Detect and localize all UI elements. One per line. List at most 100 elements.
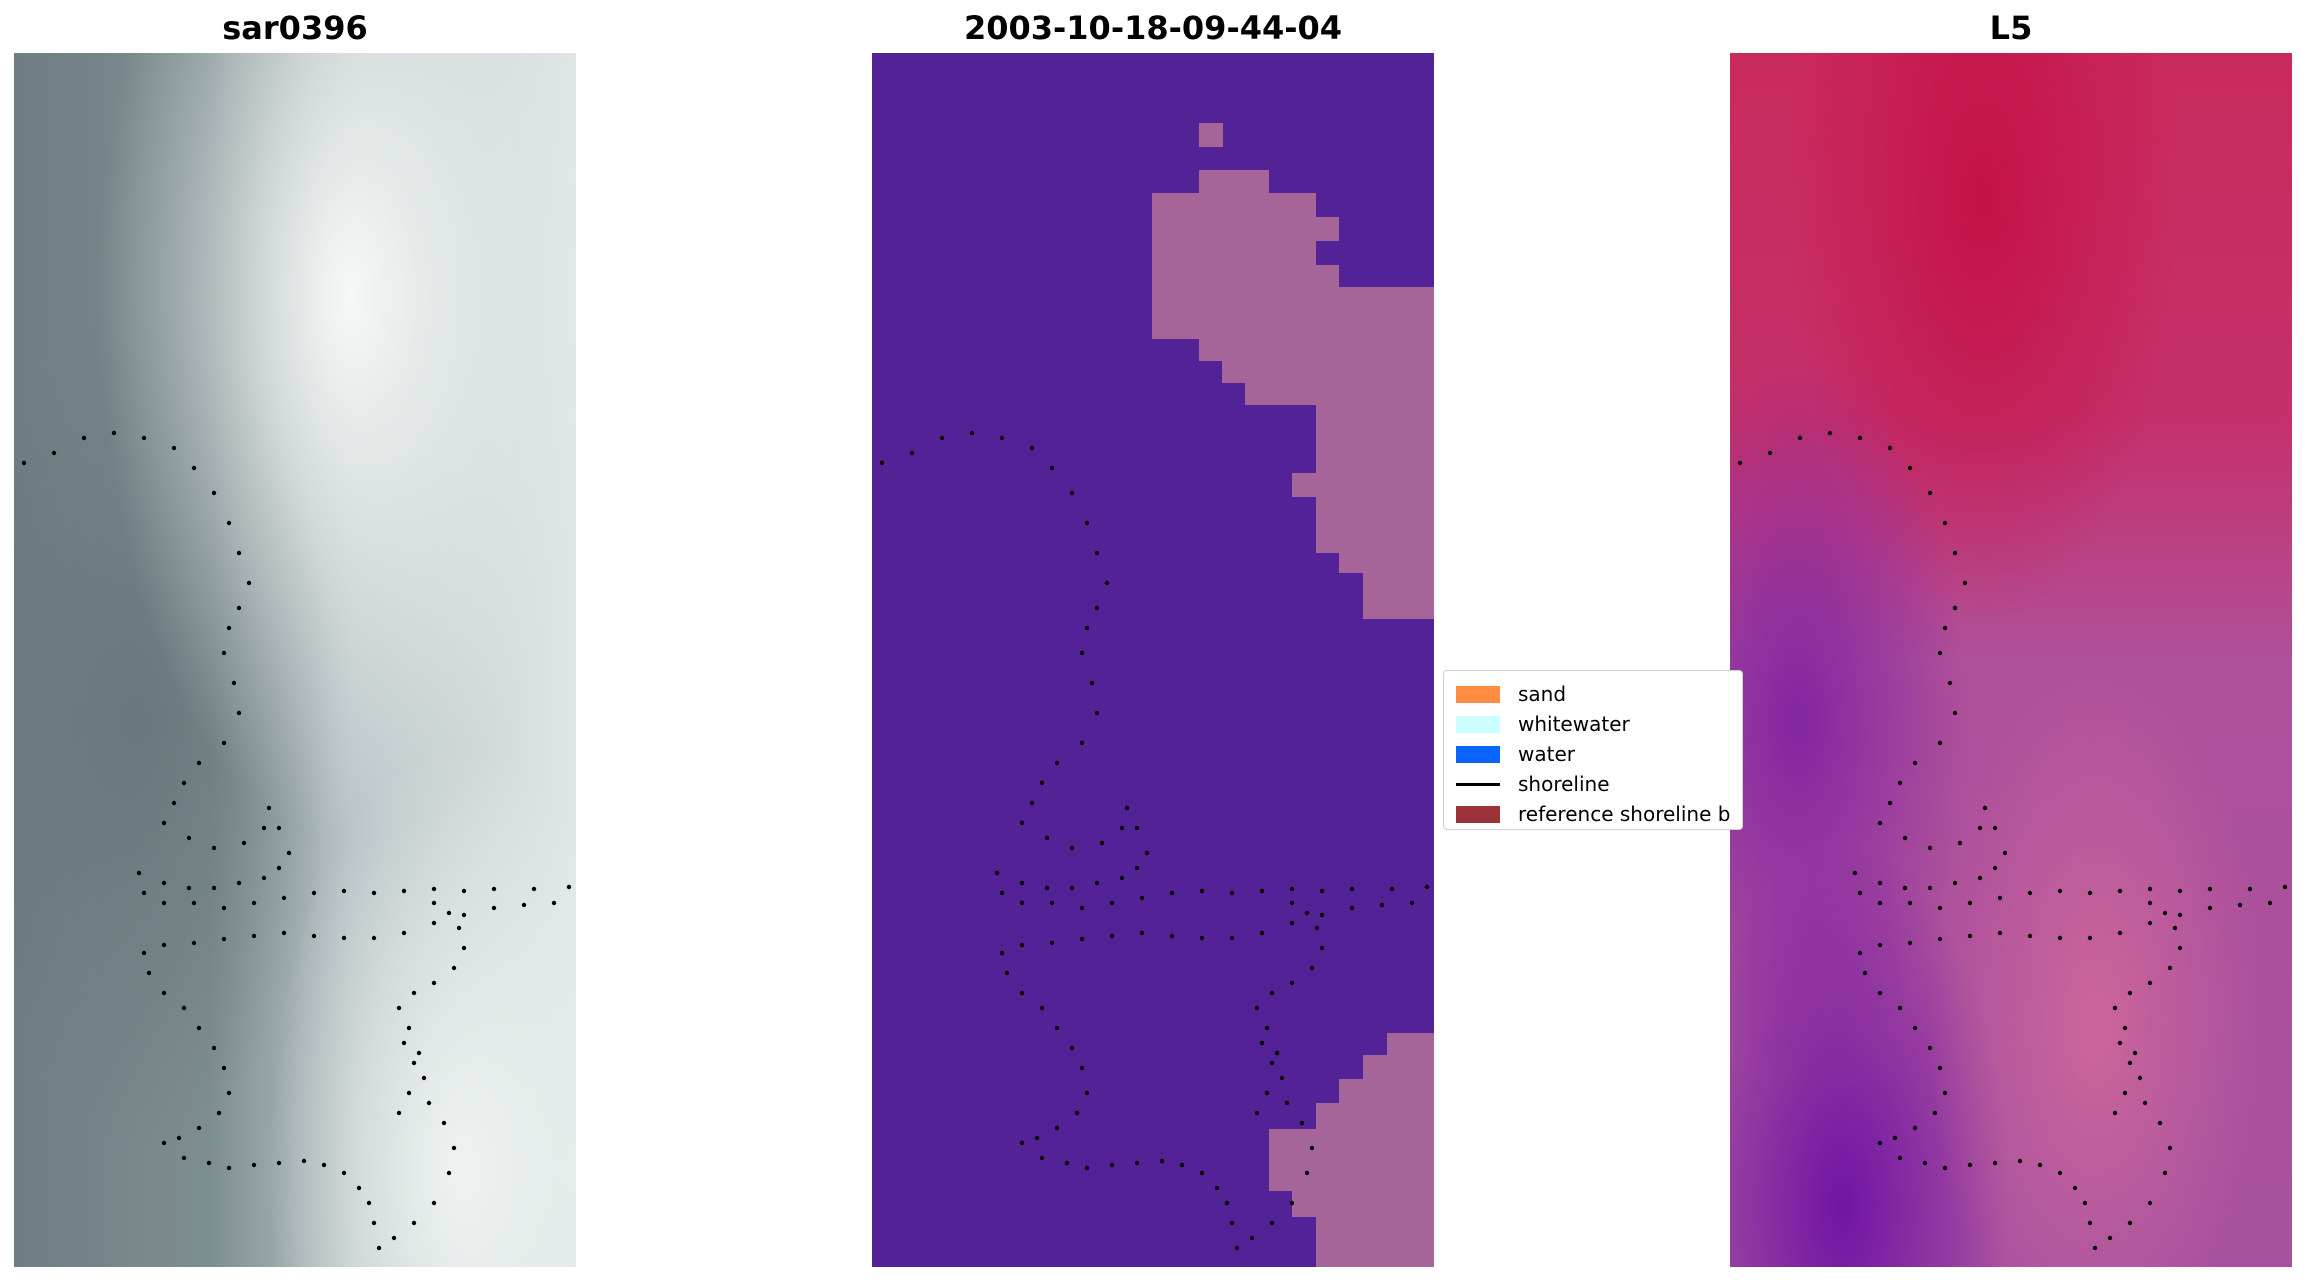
left-shoreline-dot	[281, 895, 287, 901]
middle-shoreline-dot	[1269, 1220, 1275, 1226]
right-shoreline-dot	[1927, 885, 1933, 891]
left-shoreline-dot	[136, 870, 142, 876]
left-shoreline-dot	[411, 990, 417, 996]
middle-shoreline-dot	[1264, 1090, 1270, 1096]
right-shoreline-dot	[1927, 845, 1933, 851]
left-panel-title: sar0396	[222, 9, 368, 47]
legend-label: sand	[1518, 682, 1567, 706]
left-shoreline-dot	[426, 1100, 432, 1106]
middle-shoreline-dot	[1319, 888, 1325, 894]
middle-shoreline-dot	[1064, 1160, 1070, 1166]
right-shoreline-dot	[2082, 1200, 2088, 1206]
left-shoreline-dot	[521, 902, 527, 908]
middle-shoreline-dot	[1229, 890, 1235, 896]
right-shoreline-dot	[1877, 820, 1883, 826]
legend-color-swatch	[1456, 745, 1500, 763]
middle-shoreline-dot	[1019, 1140, 1025, 1146]
middle-shoreline-dot	[999, 435, 1005, 441]
left-shoreline-dot	[261, 825, 267, 831]
middle-shoreline-dot	[1214, 1185, 1220, 1191]
right-shoreline-dot	[2207, 886, 2213, 892]
left-shoreline-dot	[441, 1120, 447, 1126]
right-shoreline-dot	[1957, 840, 1963, 846]
right-shoreline-dot	[1952, 605, 1958, 611]
right-shoreline-dot	[1857, 890, 1863, 896]
right-shoreline-dot	[1877, 880, 1883, 886]
left-shoreline-dot	[396, 1110, 402, 1116]
left-shoreline-dot	[416, 1050, 422, 1056]
right-shoreline-dot	[1992, 1160, 1998, 1166]
middle-shoreline-dot	[1424, 884, 1430, 890]
middle-shoreline-dot	[999, 890, 1005, 896]
middle-shoreline-dot	[1379, 902, 1385, 908]
middle-shoreline-dot	[1044, 835, 1050, 841]
right-shoreline-dot	[1977, 825, 1983, 831]
right-shoreline-dot	[1857, 435, 1863, 441]
middle-shoreline-dot	[1274, 1050, 1280, 1056]
right-shoreline-dot	[1907, 465, 1913, 471]
right-shoreline-dot	[1927, 1045, 1933, 1051]
left-shoreline-dot	[491, 905, 497, 911]
middle-shoreline-dot	[1029, 445, 1035, 451]
right-shoreline-dot	[2162, 910, 2168, 916]
right-shoreline-dot	[1997, 895, 2003, 901]
right-shoreline-dot	[1927, 490, 1933, 496]
left-shoreline-dot	[431, 980, 437, 986]
right-shoreline-dot	[2107, 1235, 2113, 1241]
left-shoreline-dot	[276, 1160, 282, 1166]
middle-shoreline-dot	[1134, 1160, 1140, 1166]
middle-shoreline-dot	[1304, 910, 1310, 916]
right-shoreline-dot	[2057, 888, 2063, 894]
middle-shoreline-dot	[1079, 740, 1085, 746]
left-shoreline-dot	[181, 1005, 187, 1011]
left-shoreline-dot	[236, 550, 242, 556]
right-shoreline-dot	[2127, 1060, 2133, 1066]
middle-shoreline-dot	[1019, 900, 1025, 906]
right-shoreline-dot	[1942, 1165, 1948, 1171]
right-shoreline-dot	[2027, 890, 2033, 896]
left-shoreline-dot	[431, 920, 437, 926]
left-shoreline-dot	[321, 1162, 327, 1168]
left-shoreline-dot	[446, 1170, 452, 1176]
left-shoreline-dot	[431, 900, 437, 906]
right-shoreline-dot	[1887, 445, 1893, 451]
right-shoreline-dot	[2117, 888, 2123, 894]
right-shoreline-dot	[1912, 1025, 1918, 1031]
classified-region-top	[1152, 123, 1434, 619]
middle-shoreline-dot	[1319, 945, 1325, 951]
left-shoreline-dot	[311, 933, 317, 939]
middle-shoreline-dot	[1199, 888, 1205, 894]
left-shoreline-dot	[161, 990, 167, 996]
left-shoreline-dot	[51, 450, 57, 456]
left-shoreline-dot	[231, 680, 237, 686]
left-shoreline-dot	[451, 1145, 457, 1151]
middle-shoreline-dot	[1119, 875, 1125, 881]
middle-shoreline-dot	[999, 950, 1005, 956]
middle-shoreline-dot	[1039, 780, 1045, 786]
middle-shoreline-dot	[1019, 942, 1025, 948]
left-shoreline-dot	[366, 1200, 372, 1206]
right-shoreline-dot	[2122, 1090, 2128, 1096]
legend-color-swatch	[1456, 805, 1500, 823]
middle-shoreline-dot	[1084, 520, 1090, 526]
left-shoreline-dot	[251, 900, 257, 906]
left-shoreline-dot	[371, 935, 377, 941]
right-shoreline-dot	[1887, 800, 1893, 806]
left-shoreline-dot	[491, 886, 497, 892]
right-shoreline-dot	[2092, 1245, 2098, 1251]
right-shoreline-dot	[1897, 780, 1903, 786]
legend-label: reference shoreline b	[1518, 802, 1731, 826]
left-shoreline-dot	[421, 1075, 427, 1081]
middle-shoreline-dot	[1169, 933, 1175, 939]
left-shoreline-dot	[286, 850, 292, 856]
left-shoreline-dot	[376, 1245, 382, 1251]
left-shoreline-dot	[211, 885, 217, 891]
middle-shoreline-dot	[1104, 580, 1110, 586]
left-shoreline-dot	[221, 740, 227, 746]
right-shoreline-dot	[2162, 1170, 2168, 1176]
middle-shoreline-dot	[994, 870, 1000, 876]
left-shoreline-dot	[221, 650, 227, 656]
middle-shoreline-dot	[1234, 1245, 1240, 1251]
right-shoreline-dot	[2017, 1158, 2023, 1164]
middle-shoreline-dot	[1094, 710, 1100, 716]
